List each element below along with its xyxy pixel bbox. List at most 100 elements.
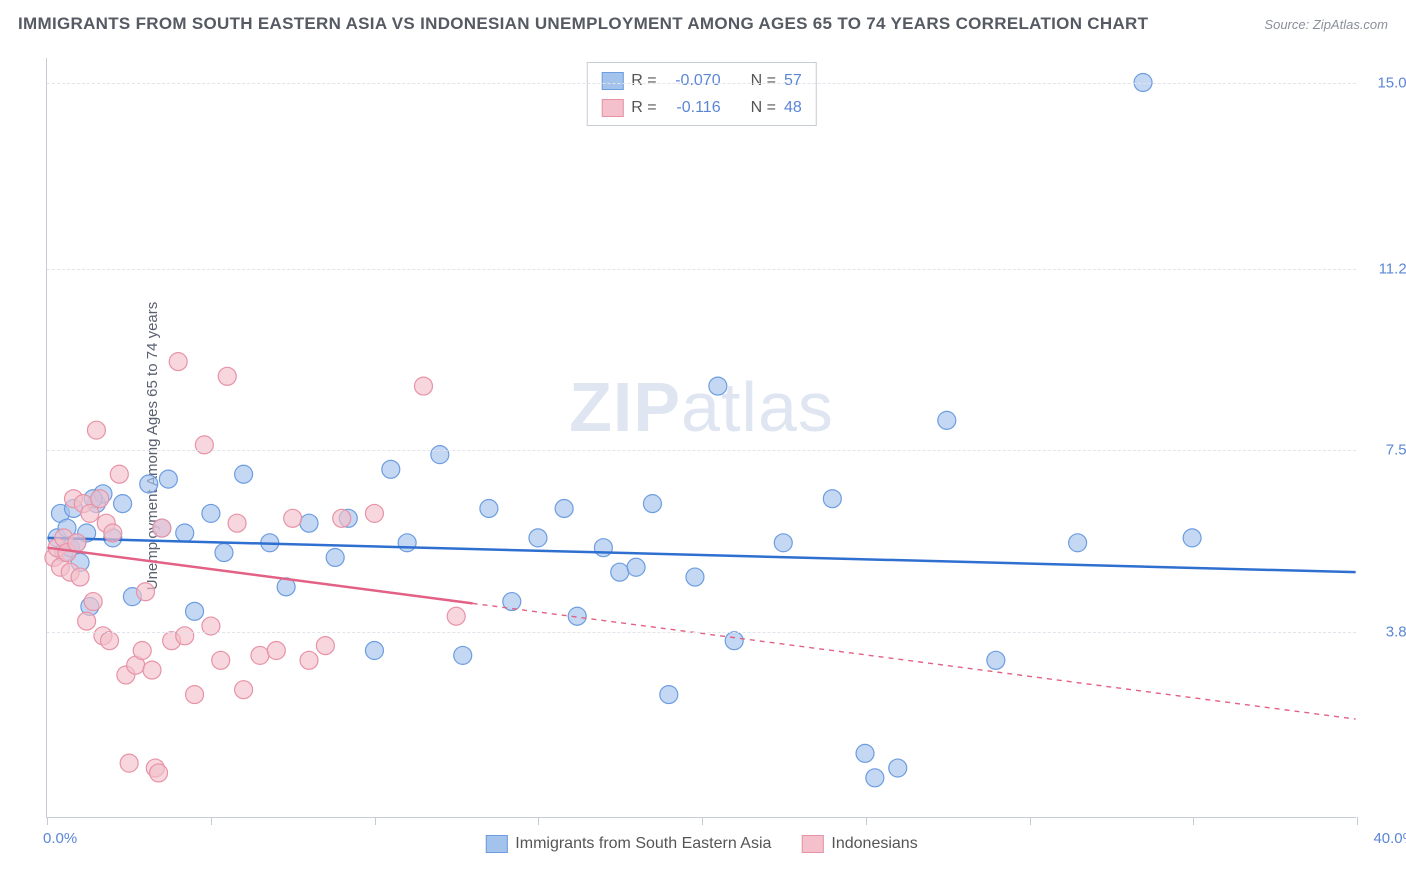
scatter-svg	[47, 58, 1356, 817]
x-tick	[538, 817, 539, 825]
data-point	[1069, 534, 1087, 552]
data-point	[643, 495, 661, 513]
data-point	[84, 593, 102, 611]
x-axis-min-label: 0.0%	[43, 830, 77, 847]
data-point	[774, 534, 792, 552]
data-point	[159, 470, 177, 488]
legend-label: Immigrants from South Eastern Asia	[515, 835, 771, 853]
x-tick	[702, 817, 703, 825]
data-point	[110, 465, 128, 483]
data-point	[686, 568, 704, 586]
data-point	[611, 563, 629, 581]
y-tick-label: 15.0%	[1377, 74, 1406, 91]
data-point	[725, 632, 743, 650]
chart-title: IMMIGRANTS FROM SOUTH EASTERN ASIA VS IN…	[18, 14, 1148, 34]
data-point	[136, 583, 154, 601]
trend-line	[47, 538, 1355, 572]
data-point	[300, 651, 318, 669]
data-point	[987, 651, 1005, 669]
y-tick-label: 7.5%	[1386, 442, 1406, 459]
data-point	[326, 548, 344, 566]
data-point	[284, 509, 302, 527]
x-tick	[866, 817, 867, 825]
data-point	[568, 607, 586, 625]
data-point	[938, 411, 956, 429]
data-point	[365, 504, 383, 522]
gridline	[47, 450, 1356, 451]
data-point	[889, 759, 907, 777]
data-point	[143, 661, 161, 679]
series-legend: Immigrants from South Eastern Asia Indone…	[485, 835, 917, 853]
data-point	[228, 514, 246, 532]
data-point	[251, 646, 269, 664]
data-point	[235, 465, 253, 483]
data-point	[431, 446, 449, 464]
x-tick	[1357, 817, 1358, 825]
data-point	[333, 509, 351, 527]
gridline	[47, 269, 1356, 270]
data-point	[267, 642, 285, 660]
data-point	[68, 534, 86, 552]
data-point	[71, 568, 89, 586]
legend-swatch	[801, 835, 823, 853]
data-point	[153, 519, 171, 537]
x-tick	[1030, 817, 1031, 825]
data-point	[140, 475, 158, 493]
data-point	[202, 504, 220, 522]
x-tick	[1193, 817, 1194, 825]
data-point	[212, 651, 230, 669]
data-point	[133, 642, 151, 660]
data-point	[398, 534, 416, 552]
gridline	[47, 632, 1356, 633]
trend-line	[47, 548, 472, 604]
chart-plot-area: ZIPatlas R =-0.070N =57R =-0.116N =48 0.…	[46, 58, 1356, 818]
data-point	[447, 607, 465, 625]
data-point	[215, 544, 233, 562]
x-tick	[211, 817, 212, 825]
data-point	[594, 539, 612, 557]
data-point	[101, 632, 119, 650]
data-point	[218, 367, 236, 385]
data-point	[186, 686, 204, 704]
source-credit: Source: ZipAtlas.com	[1264, 17, 1388, 32]
data-point	[866, 769, 884, 787]
data-point	[104, 524, 122, 542]
x-tick	[47, 817, 48, 825]
data-point	[235, 681, 253, 699]
data-point	[480, 500, 498, 518]
data-point	[529, 529, 547, 547]
data-point	[627, 558, 645, 576]
data-point	[91, 490, 109, 508]
data-point	[316, 637, 334, 655]
y-tick-label: 3.8%	[1386, 623, 1406, 640]
legend-label: Indonesians	[831, 835, 917, 853]
data-point	[1183, 529, 1201, 547]
source-link[interactable]: ZipAtlas.com	[1313, 17, 1388, 32]
data-point	[823, 490, 841, 508]
data-point	[856, 744, 874, 762]
data-point	[78, 612, 96, 630]
data-point	[114, 495, 132, 513]
trend-line-extrapolated	[473, 603, 1356, 719]
data-point	[186, 602, 204, 620]
data-point	[176, 627, 194, 645]
data-point	[709, 377, 727, 395]
data-point	[454, 646, 472, 664]
legend-item: Indonesians	[801, 835, 917, 853]
x-axis-max-label: 40.0%	[1373, 830, 1406, 847]
data-point	[120, 754, 138, 772]
data-point	[176, 524, 194, 542]
y-tick-label: 11.2%	[1379, 260, 1406, 277]
data-point	[555, 500, 573, 518]
data-point	[382, 460, 400, 478]
gridline	[47, 83, 1356, 84]
x-tick	[375, 817, 376, 825]
data-point	[300, 514, 318, 532]
legend-swatch	[485, 835, 507, 853]
data-point	[415, 377, 433, 395]
data-point	[169, 353, 187, 371]
data-point	[150, 764, 168, 782]
legend-item: Immigrants from South Eastern Asia	[485, 835, 771, 853]
data-point	[365, 642, 383, 660]
data-point	[87, 421, 105, 439]
